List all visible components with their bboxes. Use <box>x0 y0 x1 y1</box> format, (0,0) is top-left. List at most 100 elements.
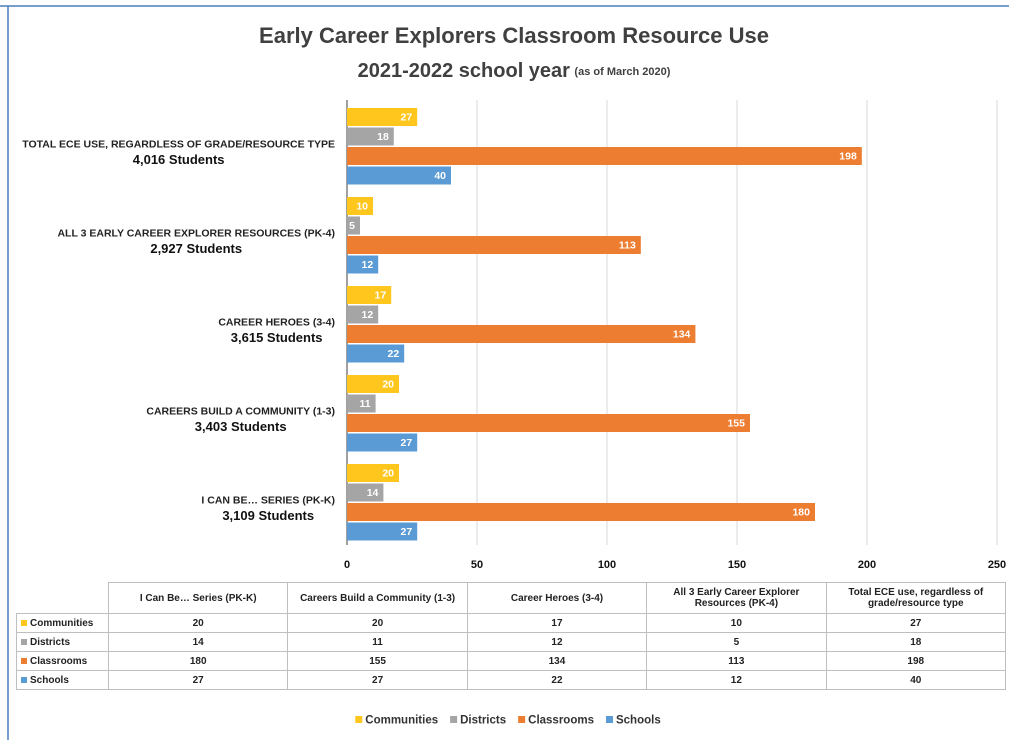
bar-label: 18 <box>377 131 389 143</box>
bar <box>347 414 750 432</box>
table-row: Classrooms 180 155 134 113 198 <box>16 651 1006 671</box>
table-header: All 3 Early Career Explorer Resources (P… <box>646 582 827 614</box>
bar <box>347 522 418 541</box>
bar <box>347 197 373 215</box>
table-cell: 198 <box>825 651 1006 671</box>
series-name: Districts <box>30 636 71 648</box>
table-row-header: Schools <box>16 670 109 690</box>
table-header: Career Heroes (3-4) <box>466 582 648 614</box>
chart-title: Early Career Explorers Classroom Resourc… <box>259 23 769 48</box>
bar-label: 10 <box>356 200 368 212</box>
table-swatch <box>21 676 27 683</box>
table-cell: 40 <box>825 670 1006 690</box>
bar-label: 27 <box>401 111 413 123</box>
table-header: Careers Build a Community (1-3) <box>287 582 468 614</box>
bar <box>347 255 379 274</box>
y-tick-label: TOTAL ECE USE, REGARDLESS OF GRADE/RESOU… <box>22 138 335 150</box>
bar-label: 17 <box>375 289 387 301</box>
table-row: Communities 20 20 17 10 27 <box>16 613 1006 633</box>
bar-label: 12 <box>362 309 374 321</box>
bar-label: 180 <box>792 506 810 518</box>
y-tick-sublabel: 3,109 Students <box>222 508 314 523</box>
bar <box>347 286 392 304</box>
table-cell: 180 <box>107 651 289 671</box>
table-cell: 17 <box>466 613 648 633</box>
bar <box>347 433 418 452</box>
bar-label: 20 <box>382 378 394 390</box>
bar <box>347 127 394 146</box>
bar-label: 11 <box>359 398 370 410</box>
bar-label: 134 <box>673 328 691 340</box>
data-table: I Can Be… Series (PK-K) Careers Build a C… <box>16 582 1006 690</box>
table-header: Total ECE use, regardless of grade/resou… <box>825 582 1006 614</box>
bar-label: 40 <box>434 170 446 182</box>
bar <box>347 375 399 393</box>
x-tick-label: 50 <box>471 559 483 571</box>
series-name: Communities <box>30 617 94 629</box>
bar-label: 27 <box>401 437 413 449</box>
table-cell: 12 <box>466 632 648 652</box>
bar-label: 14 <box>367 487 379 499</box>
bar-label: 113 <box>619 239 636 251</box>
bar <box>347 305 379 324</box>
bar-label: 12 <box>362 259 374 271</box>
y-tick-sublabel: 3,403 Students <box>195 419 287 434</box>
bar <box>347 236 641 254</box>
y-tick-label: ALL 3 EARLY CAREER EXPLORER RESOURCES (P… <box>57 227 335 239</box>
y-tick-sublabel: 4,016 Students <box>133 152 225 167</box>
x-tick-label: 200 <box>858 559 876 571</box>
bar-label: 27 <box>401 526 413 538</box>
x-tick-label: 100 <box>598 559 616 571</box>
table-swatch <box>21 657 27 664</box>
x-tick-label: 250 <box>988 559 1006 571</box>
legend-swatch <box>450 716 458 723</box>
legend-swatch <box>605 716 613 723</box>
bar <box>347 147 862 165</box>
table-cell: 155 <box>287 651 468 671</box>
table-cell: 12 <box>646 670 827 690</box>
bar <box>347 464 399 482</box>
subtitle: 2021-2022 school year <box>358 60 571 82</box>
bar <box>347 394 376 413</box>
table-row-header: Classrooms <box>16 651 109 671</box>
table-row: Districts 14 11 12 5 18 <box>16 632 1006 652</box>
table-row-header: Communities <box>16 613 109 633</box>
legend-label: Districts <box>460 715 506 727</box>
bar <box>347 503 815 521</box>
series-name: Classrooms <box>30 655 88 667</box>
bar <box>347 344 405 363</box>
y-tick-label: CAREER HEROES (3-4) <box>218 316 335 328</box>
subtitle-note: (as of March 2020) <box>574 66 670 78</box>
bar-label: 198 <box>839 150 857 162</box>
bar-label: 5 <box>349 220 355 232</box>
table-cell: 20 <box>287 613 468 633</box>
bar-label: 20 <box>382 467 394 479</box>
bar-label: 155 <box>727 417 745 429</box>
table-corner <box>17 583 109 614</box>
table-cell: 27 <box>825 613 1006 633</box>
table-cell: 27 <box>287 670 468 690</box>
table-cell: 18 <box>825 632 1006 652</box>
series-name: Schools <box>30 674 69 686</box>
table-cell: 11 <box>287 632 468 652</box>
bar <box>347 483 384 502</box>
legend-label: Classrooms <box>528 715 594 727</box>
table-cell: 134 <box>466 651 648 671</box>
legend-swatch <box>518 716 526 723</box>
bar <box>347 325 696 343</box>
table-cell: 113 <box>646 651 827 671</box>
table-cell: 22 <box>466 670 648 690</box>
table-cell: 20 <box>107 613 289 633</box>
legend-swatch <box>355 716 363 723</box>
y-tick-sublabel: 2,927 Students <box>150 241 242 256</box>
table-cell: 5 <box>646 632 827 652</box>
table-row-header: Districts <box>16 632 109 652</box>
y-tick-label: CAREERS BUILD A COMMUNITY (1-3) <box>146 405 335 417</box>
chart-subtitle: 2021-2022 school year (as of March 2020) <box>358 60 671 82</box>
table-swatch <box>21 638 27 645</box>
y-tick-label: I CAN BE… SERIES (PK-K) <box>201 494 335 506</box>
table-cell: 10 <box>646 613 827 633</box>
table-header-row: I Can Be… Series (PK-K) Careers Build a C… <box>17 582 1006 614</box>
